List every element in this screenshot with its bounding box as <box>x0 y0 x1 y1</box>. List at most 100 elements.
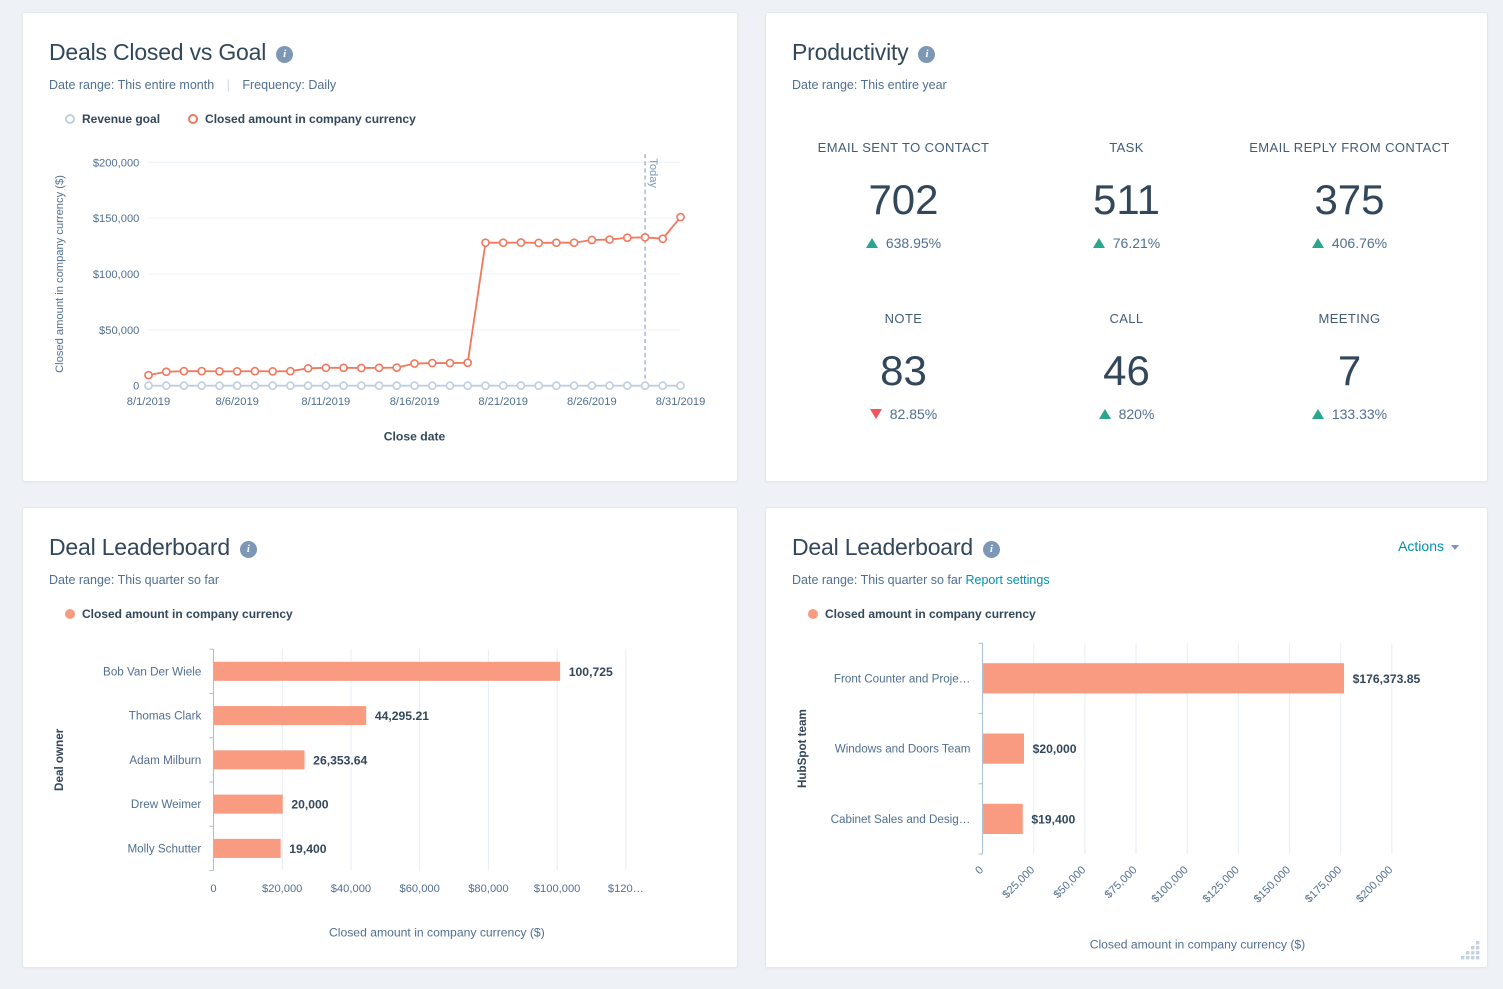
data-point[interactable] <box>374 363 384 373</box>
leaderboard-teams-bar-chart[interactable]: $176,373.85 Front Counter and Proje… $20,0… <box>792 629 1461 955</box>
data-point[interactable] <box>321 381 331 391</box>
data-point[interactable] <box>339 381 348 391</box>
bar-value-label: 26,353.64 <box>313 753 367 767</box>
bar[interactable] <box>983 733 1025 764</box>
category-label: Bob Van Der Wiele <box>103 665 201 678</box>
bar[interactable] <box>213 750 305 770</box>
data-point[interactable] <box>658 234 668 244</box>
legend-item-revenue-goal[interactable]: Revenue goal <box>65 112 160 126</box>
data-point[interactable] <box>551 238 561 248</box>
data-point[interactable] <box>410 359 419 368</box>
data-point[interactable] <box>445 381 455 391</box>
data-point[interactable] <box>356 381 366 391</box>
bar[interactable] <box>213 661 561 681</box>
data-point[interactable] <box>587 235 597 245</box>
report-settings-link[interactable]: Report settings <box>965 573 1050 587</box>
category-label: Windows and Doors Team <box>835 743 971 756</box>
data-point[interactable] <box>250 381 260 391</box>
data-point[interactable] <box>268 366 278 376</box>
data-point[interactable] <box>392 381 402 391</box>
info-icon[interactable]: i <box>918 45 936 63</box>
kpi-delta-value: 638.95% <box>885 235 942 251</box>
data-point[interactable] <box>463 381 473 391</box>
svg-text:$100,000: $100,000 <box>93 269 140 281</box>
data-point[interactable] <box>676 212 685 222</box>
svg-text:0: 0 <box>133 381 139 393</box>
data-point[interactable] <box>410 381 419 391</box>
data-point[interactable] <box>179 366 189 376</box>
data-point[interactable] <box>285 366 295 376</box>
category-label: Drew Weimer <box>131 798 201 811</box>
data-point[interactable] <box>392 363 402 372</box>
legend-item-closed-amount[interactable]: Closed amount in company currency <box>65 607 293 621</box>
kpi-grid: EMAIL SENT TO CONTACT 702 638.95% TASK 5… <box>792 140 1461 422</box>
data-point[interactable] <box>569 381 579 391</box>
svg-text:Closed amount in company curre: Closed amount in company currency ($) <box>329 926 545 940</box>
bar[interactable] <box>213 838 281 858</box>
data-point[interactable] <box>161 367 171 377</box>
data-point[interactable] <box>427 358 437 368</box>
data-point[interactable] <box>197 381 207 391</box>
info-icon[interactable]: i <box>982 540 1000 558</box>
data-point[interactable] <box>605 235 614 244</box>
data-point[interactable] <box>498 238 508 248</box>
legend-item-closed-amount[interactable]: Closed amount in company currency <box>188 112 416 126</box>
actions-menu-button[interactable]: Actions <box>1398 538 1459 554</box>
data-point[interactable] <box>463 358 473 368</box>
data-point[interactable] <box>427 381 437 391</box>
data-point[interactable] <box>605 381 614 391</box>
data-point[interactable] <box>268 381 278 391</box>
data-point[interactable] <box>215 381 224 391</box>
data-point[interactable] <box>339 363 348 373</box>
category-label: Adam Milburn <box>129 754 201 767</box>
data-point[interactable] <box>232 381 242 391</box>
data-point[interactable] <box>232 366 242 376</box>
data-point[interactable] <box>640 381 650 391</box>
data-point[interactable] <box>215 366 224 376</box>
data-point[interactable] <box>303 381 313 391</box>
bar[interactable] <box>983 663 1345 694</box>
leaderboard-owners-bar-chart[interactable]: 100,725 Bob Van Der Wiele 44,295.21 Thomas … <box>49 637 711 944</box>
legend-item-closed-amount[interactable]: Closed amount in company currency <box>808 607 1036 621</box>
bar[interactable] <box>213 706 367 726</box>
svg-text:$100,000: $100,000 <box>1149 864 1190 905</box>
data-point[interactable] <box>587 381 597 391</box>
today-label: Today <box>647 158 659 188</box>
bar[interactable] <box>213 794 283 814</box>
info-icon[interactable]: i <box>239 540 257 558</box>
data-point[interactable] <box>161 381 171 391</box>
data-point[interactable] <box>498 381 508 391</box>
bar-value-label: 20,000 <box>291 798 328 812</box>
data-point[interactable] <box>374 381 384 391</box>
svg-text:$60,000: $60,000 <box>400 883 440 895</box>
data-point[interactable] <box>551 381 561 391</box>
legend-marker-icon <box>808 609 818 619</box>
data-point[interactable] <box>676 381 685 391</box>
data-point[interactable] <box>658 381 668 391</box>
data-point[interactable] <box>144 370 153 380</box>
resize-grip[interactable] <box>1460 940 1482 962</box>
data-point[interactable] <box>179 381 189 391</box>
data-point[interactable] <box>534 381 544 391</box>
data-point[interactable] <box>569 238 579 248</box>
deals-closed-line-chart[interactable]: 0 $50,000 $100,000 $150,000 $200,000 8/1/2019… <box>49 142 711 447</box>
data-point[interactable] <box>144 381 153 391</box>
data-point[interactable] <box>356 363 366 373</box>
data-point[interactable] <box>516 238 526 247</box>
data-point[interactable] <box>516 381 526 391</box>
data-point[interactable] <box>445 358 455 368</box>
data-point[interactable] <box>622 233 632 243</box>
data-point[interactable] <box>481 238 490 248</box>
bar[interactable] <box>983 803 1023 834</box>
data-point[interactable] <box>622 381 632 391</box>
data-point[interactable] <box>197 366 207 376</box>
info-icon[interactable]: i <box>276 45 294 63</box>
data-point[interactable] <box>481 381 490 391</box>
data-point[interactable] <box>534 238 544 248</box>
data-point[interactable] <box>250 366 260 376</box>
data-point[interactable] <box>640 232 650 242</box>
data-point[interactable] <box>303 363 313 373</box>
data-point[interactable] <box>285 381 295 391</box>
card-title: Deal Leaderboard <box>792 534 973 560</box>
data-point[interactable] <box>321 363 331 373</box>
